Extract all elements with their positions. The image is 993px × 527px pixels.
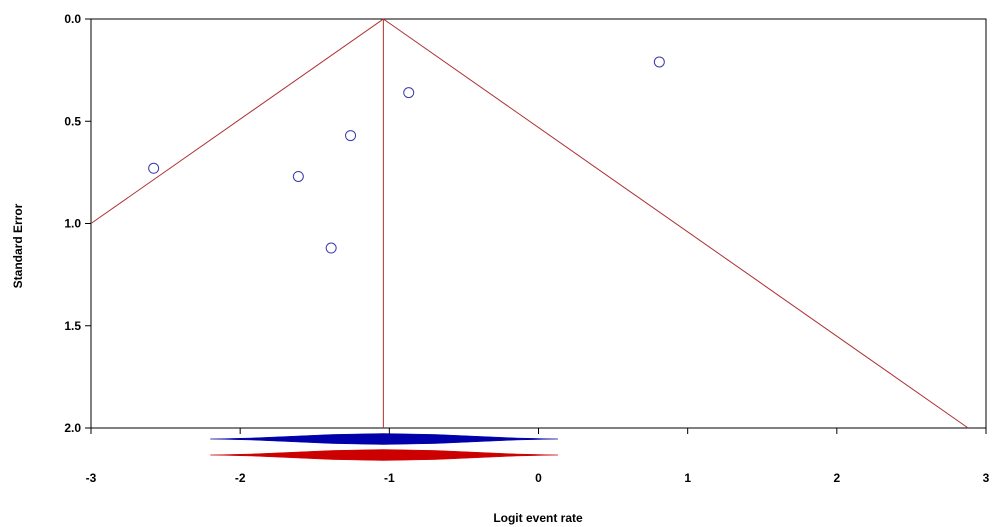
x-tick-label: 3 xyxy=(983,471,990,485)
funnel-layer xyxy=(90,18,969,429)
study-point xyxy=(325,242,337,254)
funnel-left-limit xyxy=(90,18,384,224)
y-tick-label: 0.0 xyxy=(64,12,81,26)
x-tick-label: -3 xyxy=(86,471,97,485)
study-point xyxy=(148,162,160,174)
observed-diamond xyxy=(210,433,558,445)
x-axis: -3 -2 -1 0 1 2 3 xyxy=(86,428,990,485)
y-axis: 0.0 0.5 1.0 1.5 2.0 xyxy=(64,12,91,435)
y-tick-label: 1.0 xyxy=(64,217,81,231)
y-axis-title: Standard Error xyxy=(11,203,25,288)
diamond-layer xyxy=(210,433,558,461)
plot-frame xyxy=(90,18,987,429)
x-axis-title: Logit event rate xyxy=(493,511,583,525)
x-tick-label: -2 xyxy=(235,471,246,485)
points-layer xyxy=(148,56,665,254)
study-point xyxy=(403,87,415,99)
x-tick-label: 1 xyxy=(684,471,691,485)
x-tick-label: 0 xyxy=(535,471,542,485)
y-tick-label: 1.5 xyxy=(64,319,81,333)
funnel-right-limit xyxy=(383,18,969,429)
y-tick-label: 0.5 xyxy=(64,114,81,128)
study-point xyxy=(345,130,357,142)
study-point xyxy=(653,56,665,68)
x-tick-label: 2 xyxy=(833,471,840,485)
adjusted-diamond xyxy=(210,449,558,461)
y-tick-label: 2.0 xyxy=(64,421,81,435)
study-point xyxy=(292,170,304,182)
x-tick-label: -1 xyxy=(384,471,395,485)
